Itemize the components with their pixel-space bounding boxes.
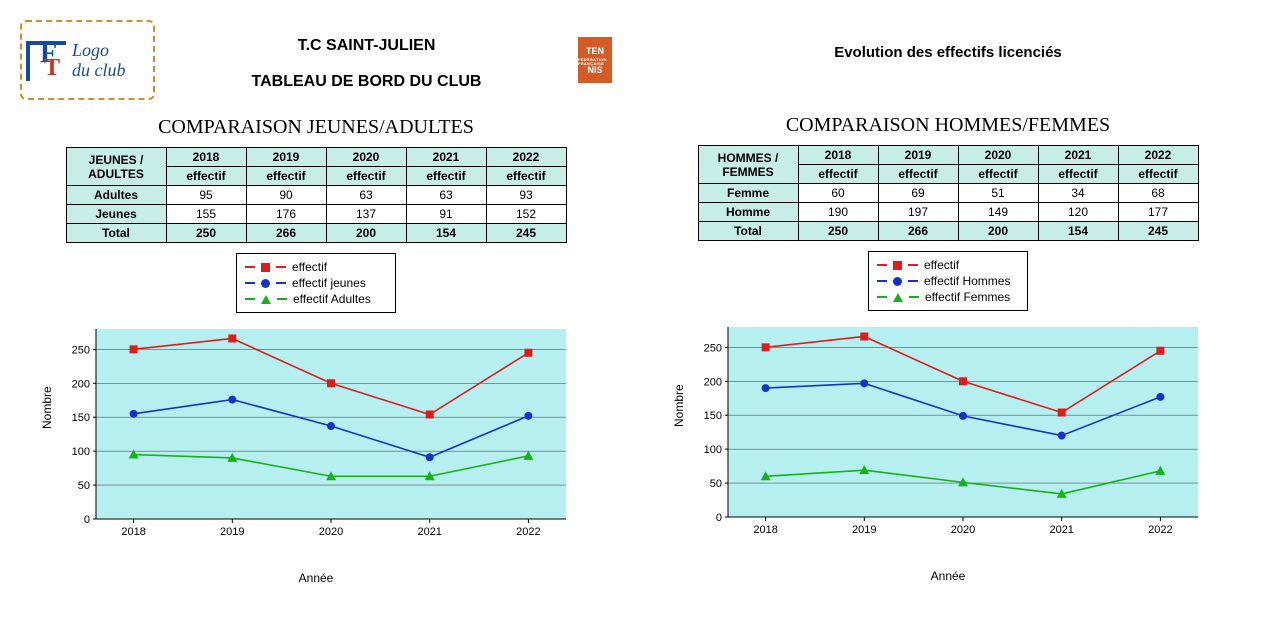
chart-svg-right: 0 50 100 150 200 250 2018 2019 2020 2021 2022 — [678, 317, 1218, 557]
fft-logo-icon — [26, 41, 66, 81]
svg-text:2022: 2022 — [516, 526, 540, 538]
svg-text:100: 100 — [72, 446, 90, 458]
page: Logodu club T.C SAINT-JULIEN TABLEAU DE … — [20, 10, 1244, 579]
svg-text:2018: 2018 — [121, 526, 145, 538]
svg-text:150: 150 — [72, 412, 90, 424]
chart-svg-left: 0 50 100 150 200 250 2018 2019 2020 2021 2022 — [46, 319, 586, 559]
table-jeunes-adultes: JEUNES / ADULTES20182019202020212022effe… — [66, 147, 567, 243]
svg-text:150: 150 — [704, 410, 722, 422]
x-axis-label: Année — [299, 571, 334, 585]
right-header-title: Evolution des effectifs licenciés — [652, 10, 1244, 110]
right-section-title: COMPARAISON HOMMES/FEMMES — [652, 114, 1244, 137]
svg-text:250: 250 — [72, 344, 90, 356]
table-row-total: Total250266200154245 — [66, 224, 566, 243]
legend-item: effectif — [877, 258, 1019, 272]
legend-item: effectif Femmes — [877, 290, 1019, 304]
legend-right: effectif effectif Hommes effectif Femmes — [868, 251, 1028, 311]
chart-hommes-femmes: Nombre 050100150200250201820192020202120… — [678, 317, 1218, 577]
legend-item: effectif jeunes — [245, 276, 387, 290]
legend-item: effectif — [245, 260, 387, 274]
legend-item: effectif Adultes — [245, 292, 387, 306]
svg-text:0: 0 — [716, 512, 722, 524]
table-row: Adultes9590636393 — [66, 186, 566, 205]
dashboard-title: TABLEAU DE BORD DU CLUB — [175, 73, 558, 91]
svg-text:0: 0 — [84, 514, 90, 526]
chart-jeunes-adultes: Nombre 050100150200250201820192020202120… — [46, 319, 586, 579]
svg-text:100: 100 — [704, 444, 722, 456]
svg-text:200: 200 — [704, 376, 722, 388]
tennis-federation-icon: TEN FÉDÉRATION FRANÇAISE NIS — [578, 37, 612, 83]
left-section-title: COMPARAISON JEUNES/ADULTES — [20, 116, 612, 139]
left-column: Logodu club T.C SAINT-JULIEN TABLEAU DE … — [20, 10, 612, 579]
svg-text:2022: 2022 — [1148, 524, 1172, 536]
legend-item: effectif Hommes — [877, 274, 1019, 288]
svg-text:50: 50 — [78, 480, 90, 492]
svg-text:50: 50 — [710, 478, 722, 490]
svg-text:2019: 2019 — [220, 526, 244, 538]
table-row: Jeunes15517613791152 — [66, 205, 566, 224]
header-row: Logodu club T.C SAINT-JULIEN TABLEAU DE … — [20, 10, 612, 110]
svg-text:200: 200 — [72, 378, 90, 390]
right-column: Evolution des effectifs licenciés COMPAR… — [652, 10, 1244, 579]
legend-left: effectif effectif jeunes effectif Adultes — [236, 253, 396, 313]
y-axis-label: Nombre — [672, 384, 686, 427]
svg-text:2018: 2018 — [753, 524, 777, 536]
header-titles: T.C SAINT-JULIEN TABLEAU DE BORD DU CLUB — [175, 29, 558, 91]
svg-text:2019: 2019 — [852, 524, 876, 536]
table-row-total: Total250266200154245 — [698, 222, 1198, 241]
table-hommes-femmes: HOMMES / FEMMES20182019202020212022effec… — [698, 145, 1199, 241]
svg-text:2020: 2020 — [319, 526, 343, 538]
table-row: Homme190197149120177 — [698, 203, 1198, 222]
logo-text: Logodu club — [72, 41, 126, 81]
x-axis-label: Année — [931, 569, 966, 583]
svg-text:2021: 2021 — [1049, 524, 1073, 536]
svg-text:250: 250 — [704, 342, 722, 354]
svg-text:2020: 2020 — [951, 524, 975, 536]
y-axis-label: Nombre — [40, 386, 54, 429]
club-name: T.C SAINT-JULIEN — [175, 37, 558, 55]
table-row: Femme6069513468 — [698, 184, 1198, 203]
svg-text:2021: 2021 — [417, 526, 441, 538]
club-logo: Logodu club — [20, 20, 155, 100]
